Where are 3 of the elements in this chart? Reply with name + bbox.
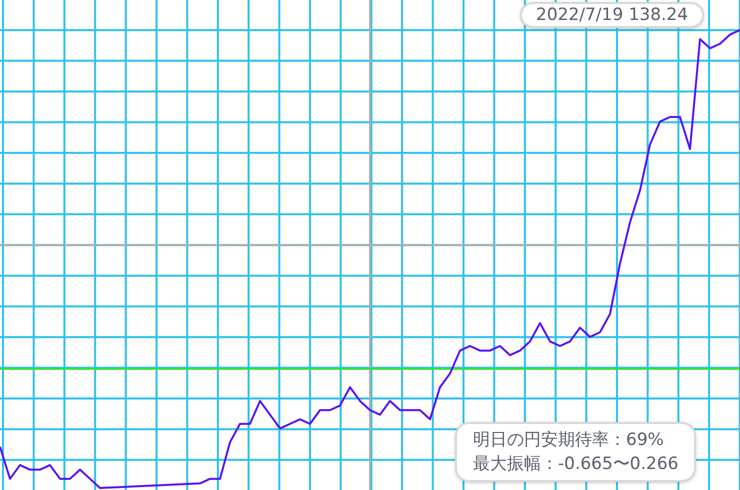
text: 2022/7/19 138.24 [520, 2, 704, 28]
annotation: 明日の円安期待率：69% [473, 429, 665, 452]
annotation: 最大振幅：-0.665〜0.266 [473, 453, 678, 476]
